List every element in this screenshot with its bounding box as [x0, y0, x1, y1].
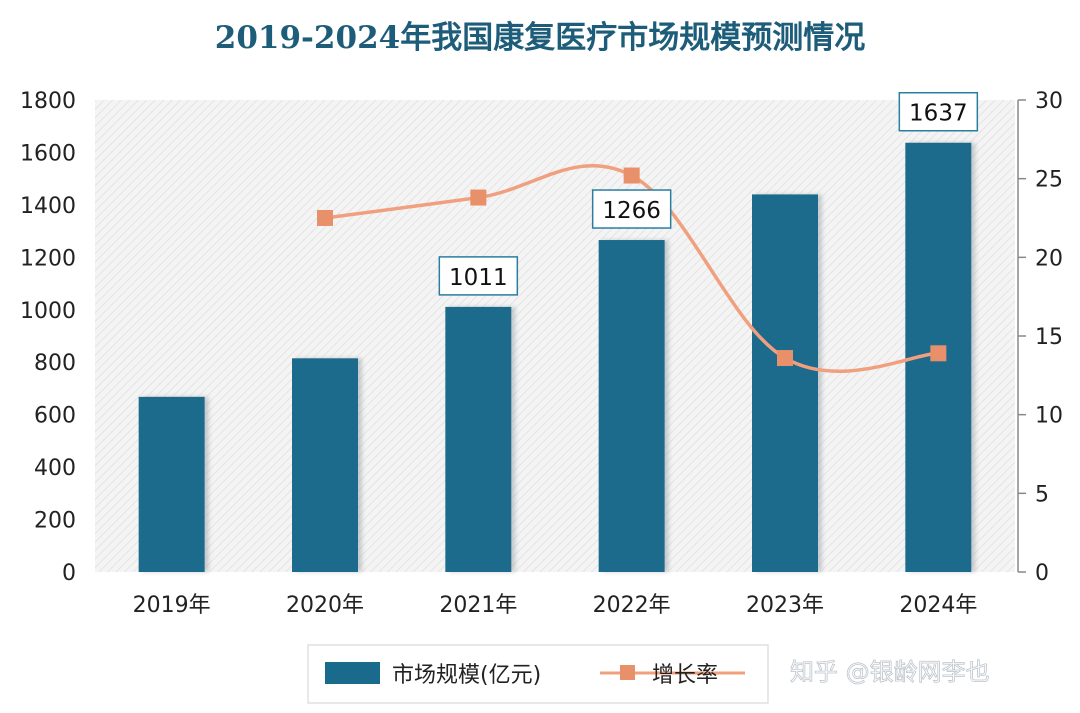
data-label: 1011 — [449, 265, 508, 291]
bar — [445, 306, 512, 572]
x-tick-label: 2024年 — [899, 593, 977, 618]
y-tick-label: 200 — [34, 509, 76, 534]
bar — [752, 194, 818, 572]
y2-tick-label: 30 — [1035, 89, 1063, 114]
bar — [292, 358, 358, 572]
y2-tick-label: 20 — [1035, 246, 1063, 271]
plot-area — [95, 100, 1015, 572]
legend: 市场规模(亿元) 增长率 — [307, 644, 769, 704]
watermark: 知乎 @银龄网李也 — [790, 658, 990, 686]
data-label-box — [898, 91, 979, 132]
y2-tick-label: 10 — [1035, 404, 1063, 429]
y2-tick-label: 15 — [1035, 325, 1063, 350]
y-tick-label: 1800 — [20, 89, 76, 114]
data-labels: 1011 1266 1637 — [438, 91, 979, 296]
line-point — [317, 210, 333, 226]
x-tick-label: 2023年 — [746, 593, 824, 618]
right-axis: 0 5 10 15 20 25 30 — [1017, 89, 1063, 586]
y-tick-label: 1600 — [20, 141, 76, 166]
bar — [138, 396, 205, 572]
x-tick-label: 2020年 — [286, 593, 364, 618]
bar — [598, 240, 665, 572]
chart-title: 2019-2024年我国康复医疗市场规模预测情况 — [215, 20, 865, 56]
line-point — [470, 189, 487, 206]
x-tick-label: 2021年 — [439, 593, 517, 618]
y-tick-label: 600 — [34, 404, 76, 429]
line-series — [317, 164, 947, 373]
y-tick-label: 800 — [34, 351, 76, 376]
legend-line-label: 增长率 — [652, 663, 718, 688]
y-tick-label: 1400 — [20, 194, 76, 219]
line-point — [777, 350, 793, 367]
y-tick-label: 0 — [62, 561, 76, 586]
legend-bar-swatch — [325, 662, 380, 684]
data-label-box — [438, 256, 519, 296]
x-axis: 2019年 2020年 2021年 2022年 2023年 2024年 — [133, 593, 978, 618]
x-tick-label: 2019年 — [133, 593, 211, 618]
data-label: 1266 — [602, 198, 661, 224]
legend-line-marker — [620, 665, 635, 680]
line-point — [930, 345, 947, 362]
y2-tick-label: 25 — [1035, 168, 1063, 193]
line-point — [623, 167, 640, 184]
data-label-box — [591, 189, 672, 229]
y2-tick-label: 5 — [1035, 482, 1049, 507]
y2-tick-label: 0 — [1035, 561, 1049, 586]
legend-bar-label: 市场规模(亿元) — [392, 663, 541, 688]
y-tick-label: 400 — [34, 456, 76, 481]
y-tick-label: 1200 — [20, 246, 76, 271]
x-tick-label: 2022年 — [593, 593, 671, 618]
y-tick-label: 1000 — [20, 299, 76, 324]
left-axis: 0 200 400 600 800 1000 1200 1400 1600 1800 — [20, 89, 76, 586]
data-label: 1637 — [909, 101, 968, 127]
